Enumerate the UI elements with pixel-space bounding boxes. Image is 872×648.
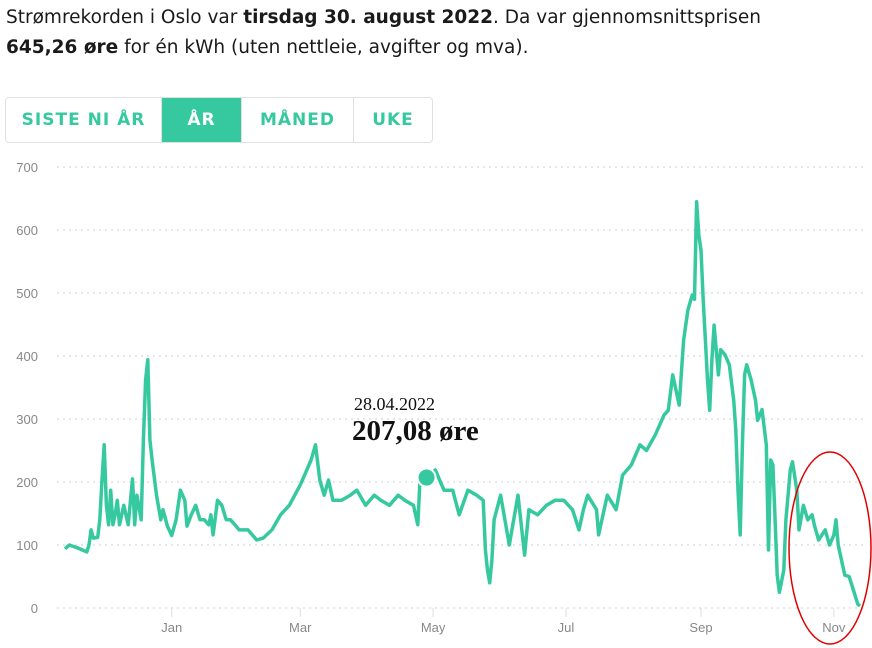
tooltip-point[interactable] <box>416 467 437 488</box>
y-tick-label: 600 <box>16 223 38 238</box>
y-tick-label: 500 <box>16 286 38 301</box>
tab-ar[interactable]: ÅR <box>162 98 242 142</box>
record-price: 645,26 øre <box>6 37 119 58</box>
y-tick-label: 100 <box>16 538 38 553</box>
y-tick-label: 200 <box>16 475 38 490</box>
y-tick-label: 0 <box>31 601 38 616</box>
y-tick-label: 700 <box>16 160 38 175</box>
red-circle-annotation <box>788 451 872 645</box>
x-tick-label: Jul <box>558 620 575 635</box>
y-tick-label: 300 <box>16 412 38 427</box>
x-tick-label: May <box>421 620 446 635</box>
record-intro-text: Strømrekorden i Oslo var tirsdag 30. aug… <box>6 3 872 63</box>
x-tick-label: Mar <box>289 620 312 635</box>
intro-text: Strømrekorden i Oslo var <box>6 7 244 28</box>
period-tabs: SISTE NI ÅR ÅR MÅNED UKE <box>5 97 433 143</box>
x-tick-label: Jan <box>161 620 182 635</box>
y-tick-label: 400 <box>16 349 38 364</box>
tab-uke[interactable]: UKE <box>354 98 432 142</box>
tooltip-value: 207,08 øre <box>352 415 479 447</box>
tab-siste-ni-ar[interactable]: SISTE NI ÅR <box>6 98 162 142</box>
intro-text: . Da var gjennomsnittsprisen <box>493 7 761 28</box>
price-line <box>63 199 862 608</box>
tab-maned[interactable]: MÅNED <box>242 98 354 142</box>
x-tick-label: Sep <box>689 620 712 635</box>
intro-text: for én kWh (uten nettleie, avgifter og m… <box>118 37 529 58</box>
record-date: tirsdag 30. august 2022 <box>243 7 494 28</box>
x-tick-label: Nov <box>822 620 846 635</box>
tooltip-date: 28.04.2022 <box>354 394 435 414</box>
